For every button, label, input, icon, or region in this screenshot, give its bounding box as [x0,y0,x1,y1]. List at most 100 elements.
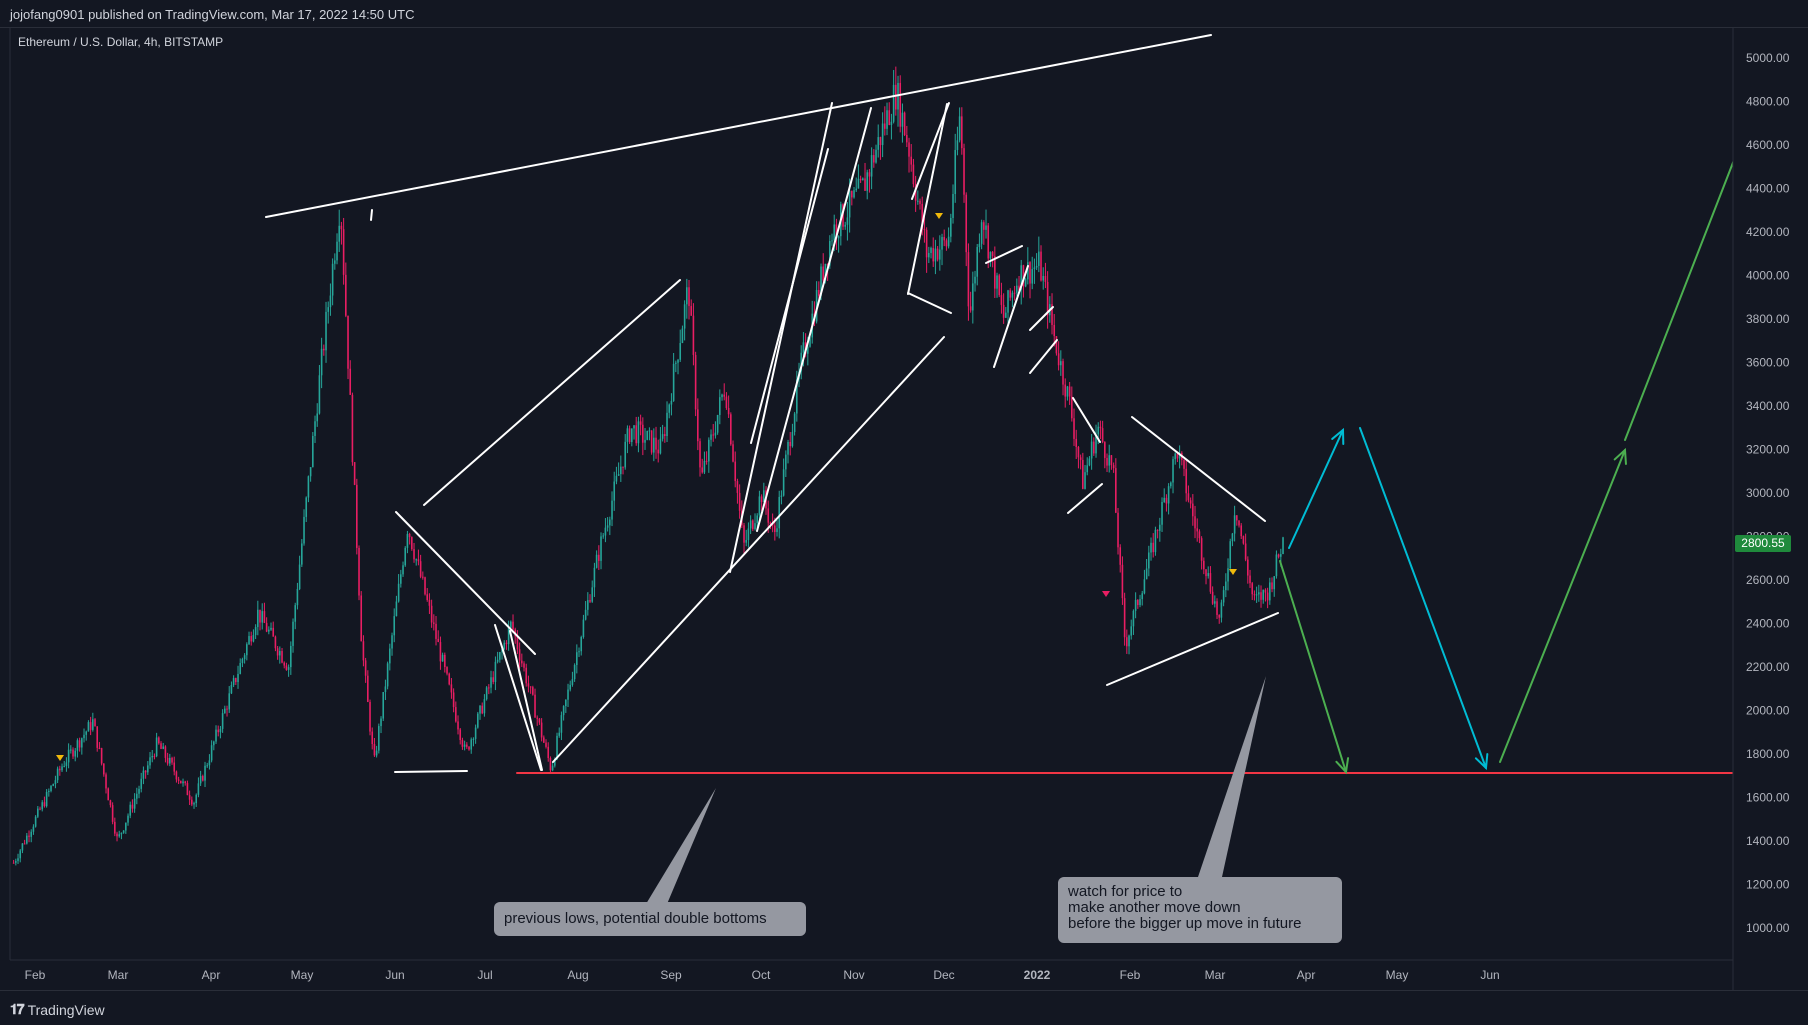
candle-body [268,629,270,632]
candle-body [182,781,184,784]
candle-body [1134,599,1137,611]
trend-line[interactable] [509,630,543,771]
forecast-arrow[interactable] [1279,560,1347,773]
y-tick-label: 3400.00 [1746,399,1790,413]
candle-body [705,460,708,462]
candle-body [791,431,794,447]
candle-body [312,435,314,468]
trend-line[interactable] [265,34,1212,218]
candle-body [593,567,596,588]
candle-body [767,508,770,523]
trend-line[interactable] [756,107,872,532]
trend-line[interactable] [1029,339,1058,374]
candle-body [1170,482,1172,487]
candle-body [668,404,671,413]
x-tick-label: Feb [1120,968,1141,982]
candle-body [996,275,998,289]
x-tick-label: Oct [752,968,771,982]
candle-body [584,609,587,620]
candle-body [923,228,926,230]
candle-body [725,396,728,409]
trend-line[interactable] [1029,306,1054,331]
forecast-arrow[interactable] [1499,449,1626,763]
x-tick-label: Feb [25,968,46,982]
trend-line[interactable] [1106,612,1279,686]
trend-line[interactable] [1072,397,1101,443]
candle-body [1269,582,1271,601]
candle-body [215,729,217,742]
candle-body [512,621,514,630]
candle-body [65,762,68,766]
candle-body [736,481,739,493]
candle-body [604,527,607,536]
x-tick-label: Mar [1205,968,1226,982]
trend-line[interactable] [1131,416,1266,522]
candle-body [285,665,288,670]
trend-line[interactable] [907,103,948,295]
trend-line[interactable] [750,148,829,444]
forecast-arrow[interactable] [1288,429,1344,549]
trend-line[interactable] [729,102,833,573]
candle-body [763,490,765,503]
note-previous-lows[interactable]: previous lows, potential double bottoms [494,902,806,936]
candle-body [609,519,611,526]
candle-body [92,719,94,730]
candle-body [892,84,895,122]
candle-body [1189,500,1192,504]
trend-line[interactable] [552,336,945,763]
candle-body [778,496,781,529]
note-watch-price[interactable]: watch for price to make another move dow… [1058,877,1342,943]
trend-line[interactable] [494,624,542,771]
candle-body [826,263,829,266]
y-tick-label: 4400.00 [1746,182,1790,196]
y-tick-label: 1600.00 [1746,791,1790,805]
candle-body [1159,524,1161,531]
forecast-arrow[interactable] [1359,427,1487,769]
trend-line[interactable] [993,265,1029,368]
candle-body [932,247,935,262]
candle-body [483,699,486,714]
candle-body [292,621,294,646]
candle-body [1057,353,1060,366]
candle-body [63,765,66,767]
candle-body [1029,262,1031,284]
candle-body [395,601,398,617]
candle-body [1222,590,1225,603]
candle-body [67,749,70,763]
trend-line[interactable] [907,292,952,314]
candle-body [1150,542,1152,553]
candle-body [1099,426,1102,429]
candle-body [472,738,475,740]
candle-body [1073,418,1075,439]
candle-body [1244,543,1247,560]
candle-body [958,116,961,141]
arrow-head [1474,753,1489,771]
trend-line[interactable] [395,511,536,655]
candle-body [426,594,429,600]
candle-body [358,547,360,596]
candle-body [721,394,723,398]
tradingview-icon: 𝟏𝟕 [10,1001,25,1017]
trend-line[interactable] [911,102,950,200]
candle-body [602,535,605,537]
trend-line[interactable] [370,209,373,221]
candle-body [976,247,979,277]
tradingview-logo[interactable]: 𝟏𝟕 TradingView [10,1001,105,1018]
trend-line[interactable] [423,279,681,506]
candle-body [1152,542,1155,553]
candle-body [1024,279,1027,287]
candle-body [732,444,734,462]
candle-body [936,248,939,260]
candle-body [19,850,22,859]
candle-body [912,164,915,185]
candle-body [1271,582,1273,590]
trend-line[interactable] [394,770,468,773]
candle-body [679,343,682,360]
candle-body [782,469,785,496]
candle-body [899,82,902,127]
trend-line[interactable] [1067,483,1103,514]
candle-body [1194,516,1196,529]
trend-line[interactable] [985,245,1023,264]
candle-body [549,758,552,771]
